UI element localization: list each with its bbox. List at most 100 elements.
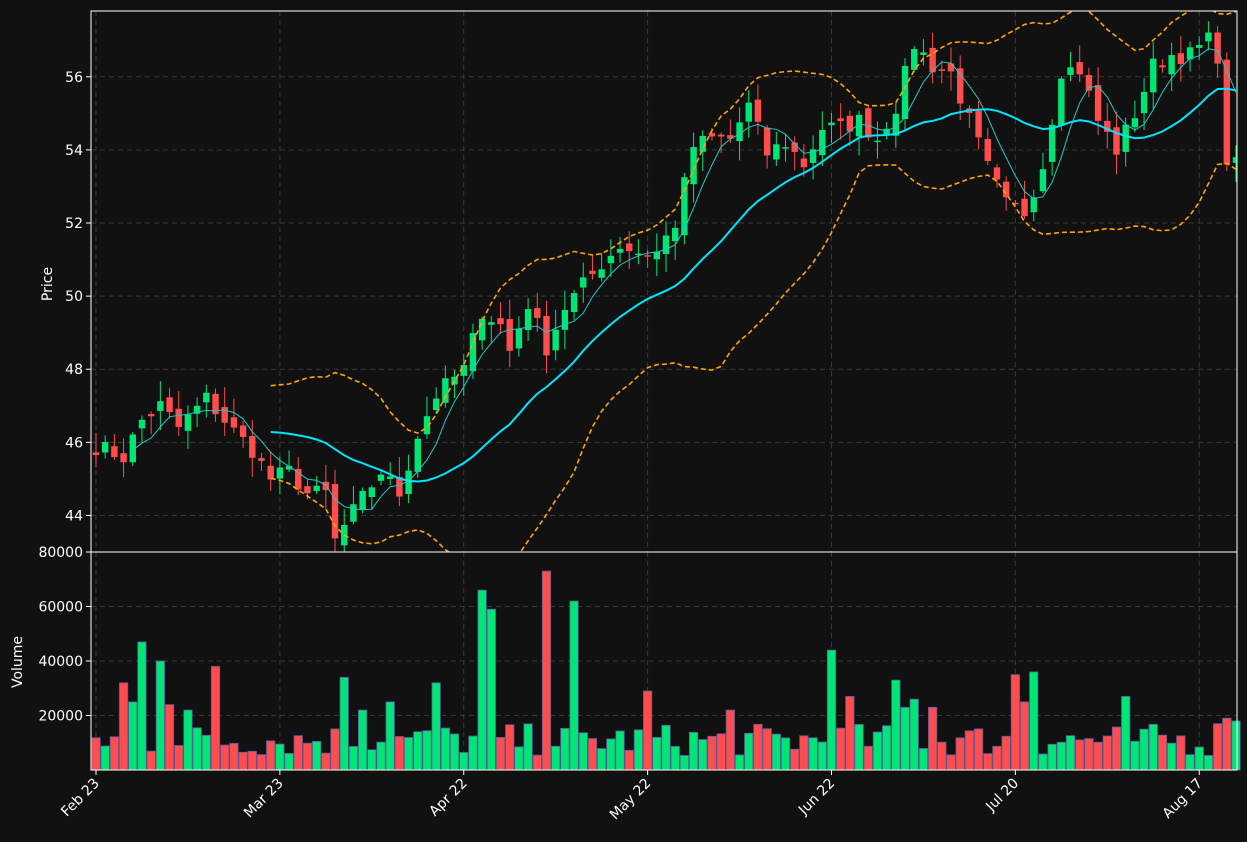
candle-body: [249, 436, 256, 458]
volume-bar: [1056, 741, 1066, 771]
volume-bar: [1130, 740, 1140, 771]
candle-body: [1021, 198, 1028, 217]
candle-body: [304, 486, 311, 494]
volume-bar: [725, 709, 735, 771]
candle-body: [175, 408, 182, 427]
volume-bar: [1121, 696, 1131, 771]
volume-bar: [937, 741, 947, 771]
volume-bar: [376, 741, 386, 771]
volume-bar: [422, 730, 432, 771]
volume-bar: [128, 701, 138, 771]
ma-slow-line: [270, 87, 1237, 483]
volume-bar: [1212, 723, 1223, 771]
volume-bar: [293, 735, 303, 771]
volume-bar: [1001, 735, 1011, 771]
volume-bar: [238, 751, 248, 771]
volume-bar: [983, 753, 993, 771]
candle-body: [166, 397, 173, 413]
candle-body: [690, 147, 697, 185]
candle-body: [653, 251, 661, 260]
candle-body: [1223, 59, 1231, 165]
volume-bar: [514, 746, 524, 771]
candle-body: [129, 434, 136, 463]
volume-bar: [91, 737, 101, 771]
volume-bar: [1111, 726, 1122, 771]
candle-body: [846, 115, 854, 132]
price-tick-label: 52: [65, 216, 83, 232]
candle-body: [570, 293, 578, 313]
volume-bar: [1157, 734, 1168, 771]
price-y-axis: 44 46 48 50 52 54 56: [65, 70, 91, 524]
candle-body: [1094, 85, 1102, 121]
volume-bar: [431, 682, 441, 771]
volume-bar: [882, 725, 892, 771]
candle-body: [322, 481, 330, 491]
volume-bar: [1093, 741, 1103, 771]
candle-body: [616, 248, 624, 253]
candle-body: [442, 378, 449, 403]
candle-body: [1168, 55, 1175, 75]
volume-bar: [477, 589, 487, 771]
candle-body: [258, 458, 265, 461]
candle-body: [157, 401, 164, 411]
price-grid: [91, 11, 1237, 552]
candle-body: [1048, 124, 1056, 162]
candle-body: [920, 52, 927, 55]
candle-body: [543, 315, 550, 356]
volume-bar: [836, 727, 846, 771]
volume-bar: [688, 731, 699, 771]
volume-bar: [698, 739, 708, 771]
candle-body: [929, 47, 936, 73]
candle-body: [993, 167, 1001, 180]
candle-body: [681, 177, 688, 236]
volume-bar: [367, 749, 377, 771]
volume-bar: [716, 733, 726, 771]
volume-bar: [891, 679, 901, 771]
volume-bar: [137, 641, 147, 771]
volume-bar: [900, 706, 910, 771]
volume-bar: [578, 732, 588, 771]
candle-body: [598, 269, 605, 278]
volume-bar: [118, 682, 129, 771]
volume-bar: [1010, 674, 1020, 771]
candle-body: [1058, 78, 1065, 126]
price-tick-label: 50: [65, 289, 83, 305]
candle-body: [368, 487, 376, 497]
volume-bar: [918, 748, 929, 771]
volume-bar: [1203, 755, 1214, 771]
candle-body: [101, 441, 109, 453]
candle-body: [524, 309, 532, 330]
volume-bar: [707, 735, 717, 771]
volume-bar: [661, 724, 671, 771]
bollinger-upper-line: [270, 11, 1237, 434]
candle-body: [92, 452, 100, 456]
volume-tick-label: 60000: [38, 600, 83, 616]
candle-body: [386, 476, 394, 479]
volume-bar: [973, 728, 984, 771]
volume-bar: [992, 745, 1002, 771]
volume-bar: [109, 736, 120, 771]
volume-bar: [532, 754, 542, 771]
volume-tick-label: 40000: [38, 654, 83, 670]
volume-bar: [642, 690, 653, 771]
candle-body: [295, 468, 302, 490]
candle-body: [534, 308, 541, 318]
volume-bar: [201, 734, 211, 771]
volume-bar: [1167, 742, 1177, 771]
candle-body: [626, 243, 633, 252]
volume-bar: [275, 743, 285, 771]
candle-body: [1039, 169, 1047, 192]
volume-bar: [385, 701, 395, 771]
volume-bar: [1084, 738, 1094, 771]
volume-bar: [569, 600, 579, 771]
volume-bar: [1194, 746, 1204, 771]
volume-bar: [909, 698, 919, 771]
volume-bar: [1047, 743, 1057, 771]
candle-body: [423, 416, 431, 435]
candle-body: [883, 128, 890, 134]
candle-body: [506, 319, 513, 351]
price-tick-label: 56: [65, 70, 83, 86]
candle-body: [1030, 197, 1037, 213]
candle-body: [938, 69, 946, 71]
